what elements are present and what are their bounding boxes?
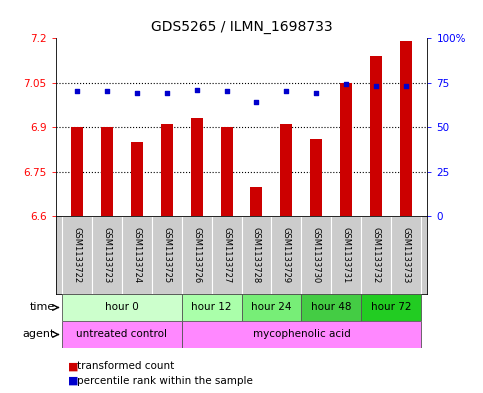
Text: percentile rank within the sample: percentile rank within the sample xyxy=(77,376,253,386)
Bar xyxy=(61,321,182,348)
Text: hour 72: hour 72 xyxy=(371,303,412,312)
Point xyxy=(253,99,260,105)
Bar xyxy=(212,216,242,294)
Point xyxy=(72,88,80,95)
Bar xyxy=(331,216,361,294)
Text: transformed count: transformed count xyxy=(77,362,174,371)
Point xyxy=(163,90,170,96)
Point xyxy=(372,83,380,89)
Point xyxy=(193,86,200,93)
Text: GSM1133725: GSM1133725 xyxy=(162,227,171,283)
Text: GSM1133733: GSM1133733 xyxy=(402,227,411,283)
Text: GSM1133729: GSM1133729 xyxy=(282,227,291,283)
Text: untreated control: untreated control xyxy=(76,329,167,340)
Bar xyxy=(160,124,172,216)
Bar xyxy=(361,294,422,321)
Point xyxy=(133,90,141,96)
Point xyxy=(103,88,111,95)
Bar xyxy=(341,83,353,216)
Text: GSM1133726: GSM1133726 xyxy=(192,227,201,283)
Bar xyxy=(152,216,182,294)
Point xyxy=(313,90,320,96)
Bar xyxy=(182,321,422,348)
Text: hour 0: hour 0 xyxy=(105,303,139,312)
Title: GDS5265 / ILMN_1698733: GDS5265 / ILMN_1698733 xyxy=(151,20,332,34)
Bar xyxy=(251,187,262,216)
Text: mycophenolic acid: mycophenolic acid xyxy=(253,329,350,340)
Text: ■: ■ xyxy=(68,362,78,371)
Text: GSM1133730: GSM1133730 xyxy=(312,227,321,283)
Bar xyxy=(100,127,113,216)
Point xyxy=(223,88,230,95)
Text: GSM1133722: GSM1133722 xyxy=(72,227,81,283)
Bar xyxy=(130,142,142,216)
Bar xyxy=(370,56,383,216)
Bar xyxy=(391,216,422,294)
Bar xyxy=(311,139,323,216)
Bar xyxy=(92,216,122,294)
Text: ■: ■ xyxy=(68,376,78,386)
Point xyxy=(283,88,290,95)
Text: time: time xyxy=(29,303,55,312)
Text: GSM1133724: GSM1133724 xyxy=(132,227,141,283)
Text: hour 48: hour 48 xyxy=(311,303,352,312)
Bar xyxy=(301,216,331,294)
Text: GSM1133728: GSM1133728 xyxy=(252,227,261,283)
Text: hour 24: hour 24 xyxy=(251,303,292,312)
Bar xyxy=(61,294,182,321)
Point xyxy=(342,81,350,88)
Bar xyxy=(190,118,202,216)
Bar xyxy=(242,294,301,321)
Bar xyxy=(182,294,242,321)
Text: agent: agent xyxy=(23,329,55,340)
Text: GSM1133731: GSM1133731 xyxy=(342,227,351,283)
Bar xyxy=(122,216,152,294)
Text: hour 12: hour 12 xyxy=(191,303,232,312)
Bar xyxy=(361,216,391,294)
Bar xyxy=(242,216,271,294)
Bar xyxy=(61,216,92,294)
Bar xyxy=(271,216,301,294)
Bar xyxy=(182,216,212,294)
Bar xyxy=(301,294,361,321)
Bar xyxy=(281,124,293,216)
Bar xyxy=(400,41,412,216)
Text: GSM1133723: GSM1133723 xyxy=(102,227,111,283)
Text: GSM1133732: GSM1133732 xyxy=(372,227,381,283)
Text: GSM1133727: GSM1133727 xyxy=(222,227,231,283)
Bar xyxy=(221,127,232,216)
Point xyxy=(403,83,411,89)
Bar xyxy=(71,127,83,216)
